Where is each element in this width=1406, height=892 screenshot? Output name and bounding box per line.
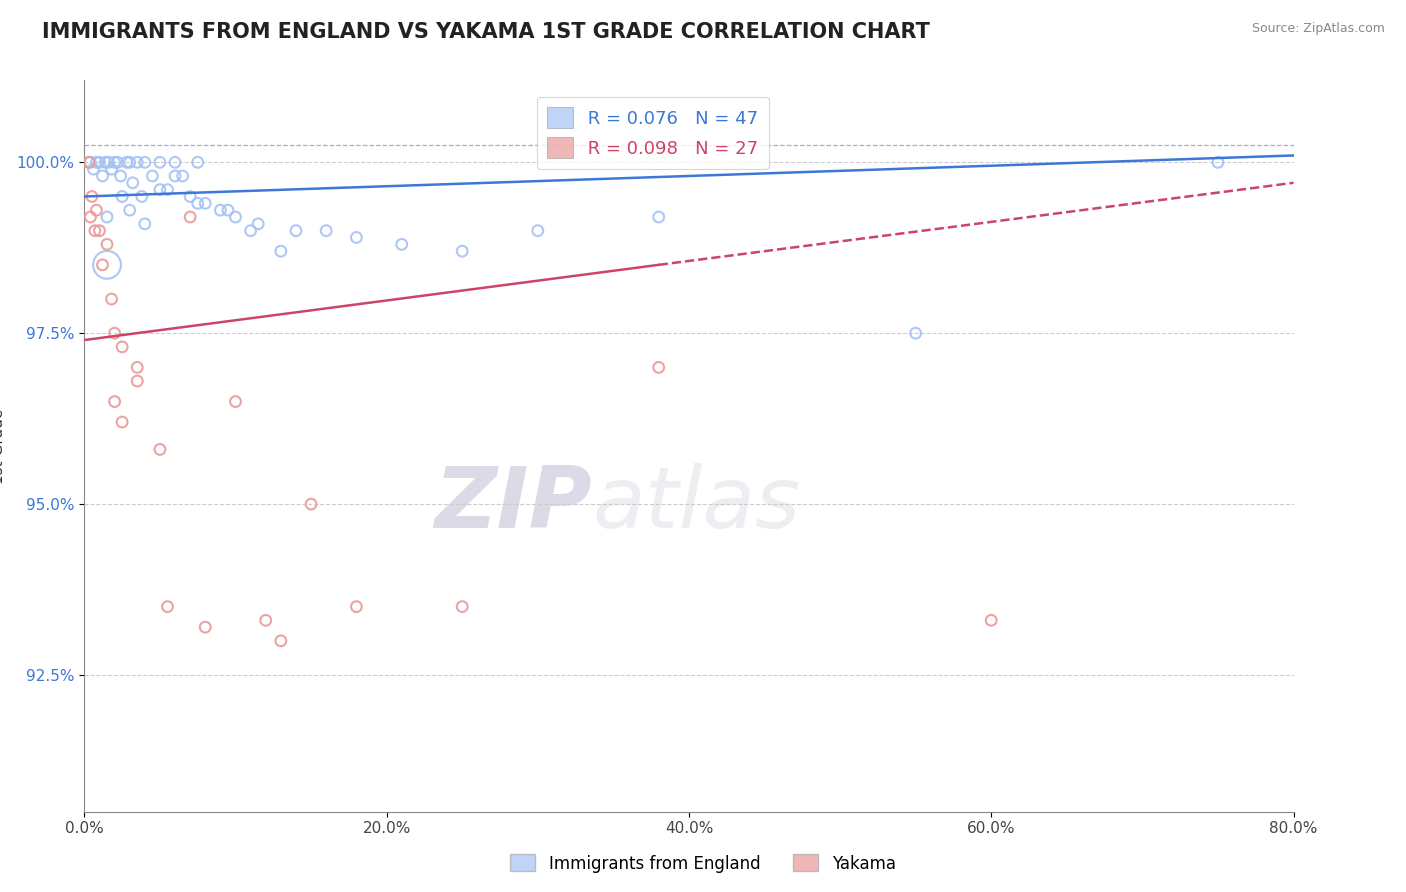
Point <box>118 203 141 218</box>
Point <box>134 155 156 169</box>
Point <box>194 620 217 634</box>
Point <box>648 360 671 375</box>
Point <box>209 203 232 218</box>
Point <box>100 292 122 306</box>
Point <box>134 217 156 231</box>
Point <box>111 415 134 429</box>
Point <box>111 340 134 354</box>
Point <box>89 155 111 169</box>
Point <box>94 155 117 169</box>
Point <box>84 224 107 238</box>
Point <box>110 169 132 183</box>
Point <box>96 210 118 224</box>
Point <box>346 599 368 614</box>
Point <box>225 210 247 224</box>
Point <box>194 196 217 211</box>
Point <box>285 224 308 238</box>
Point <box>86 203 108 218</box>
Point <box>451 244 474 259</box>
Point <box>179 210 201 224</box>
Point <box>127 360 149 375</box>
Point <box>648 210 671 224</box>
Point <box>91 169 114 183</box>
Point <box>315 224 337 238</box>
Legend: Immigrants from England, Yakama: Immigrants from England, Yakama <box>503 847 903 880</box>
Point <box>96 258 118 272</box>
Point <box>131 189 153 203</box>
Point <box>141 169 163 183</box>
Point <box>104 155 127 169</box>
Point <box>156 183 179 197</box>
Point <box>172 169 194 183</box>
Point <box>107 155 129 169</box>
Y-axis label: 1st Grade: 1st Grade <box>0 409 6 483</box>
Point <box>96 237 118 252</box>
Point <box>527 224 550 238</box>
Point <box>82 162 104 177</box>
Point <box>80 189 103 203</box>
Point <box>115 155 138 169</box>
Point <box>187 155 209 169</box>
Point <box>77 155 100 169</box>
Point <box>91 258 114 272</box>
Text: IMMIGRANTS FROM ENGLAND VS YAKAMA 1ST GRADE CORRELATION CHART: IMMIGRANTS FROM ENGLAND VS YAKAMA 1ST GR… <box>42 22 929 42</box>
Point <box>79 210 101 224</box>
Point <box>299 497 322 511</box>
Point <box>79 155 101 169</box>
Point <box>118 155 141 169</box>
Text: atlas: atlas <box>592 463 800 546</box>
Point <box>247 217 270 231</box>
Text: ZIP: ZIP <box>434 463 592 546</box>
Point <box>104 326 127 341</box>
Point <box>239 224 262 238</box>
Point <box>100 162 122 177</box>
Point <box>165 155 187 169</box>
Point <box>225 394 247 409</box>
Point <box>127 155 149 169</box>
Point <box>149 183 172 197</box>
Point <box>111 189 134 203</box>
Point <box>89 224 111 238</box>
Point <box>156 599 179 614</box>
Point <box>121 176 143 190</box>
Point <box>149 155 172 169</box>
Point <box>86 155 108 169</box>
Point <box>451 599 474 614</box>
Point <box>254 613 277 627</box>
Legend:  R = 0.076   N = 47,  R = 0.098   N = 27: R = 0.076 N = 47, R = 0.098 N = 27 <box>537 96 769 169</box>
Point <box>165 169 187 183</box>
Point <box>270 633 292 648</box>
Point <box>104 394 127 409</box>
Point <box>97 155 120 169</box>
Point <box>980 613 1002 627</box>
Point <box>179 189 201 203</box>
Point <box>346 230 368 244</box>
Point <box>270 244 292 259</box>
Point <box>127 374 149 388</box>
Point <box>187 196 209 211</box>
Point <box>149 442 172 457</box>
Point <box>1206 155 1229 169</box>
Point <box>904 326 927 341</box>
Text: Source: ZipAtlas.com: Source: ZipAtlas.com <box>1251 22 1385 36</box>
Point <box>217 203 239 218</box>
Point <box>391 237 413 252</box>
